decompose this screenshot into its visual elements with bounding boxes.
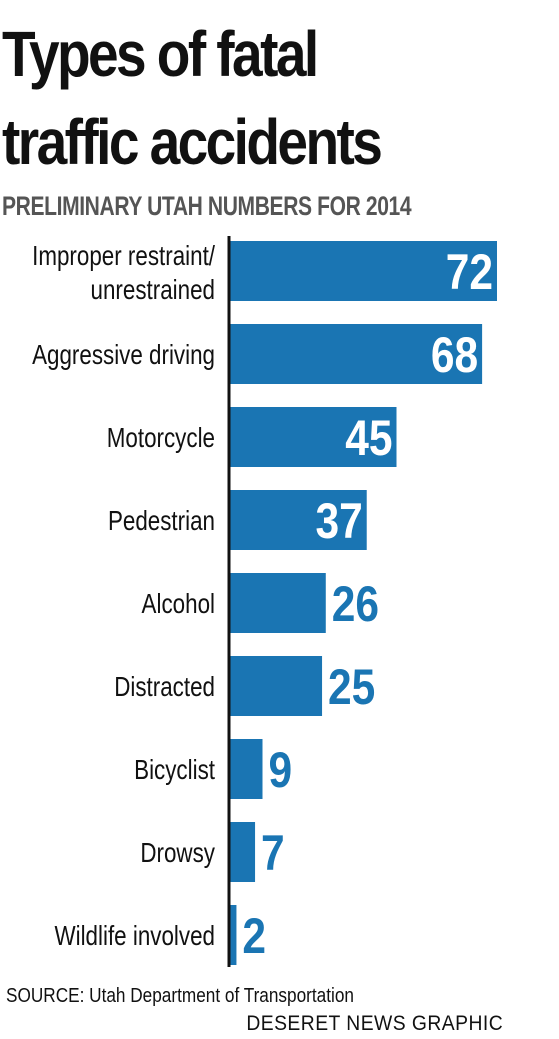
bar-2 bbox=[229, 407, 397, 467]
category-label-8: Wildlife involved bbox=[54, 921, 215, 952]
bar-6 bbox=[229, 739, 263, 799]
bar-5 bbox=[229, 656, 323, 716]
bar-chart: Improper restraint/unrestrained 72Aggress… bbox=[32, 236, 497, 967]
category-label-7: Drowsy bbox=[140, 838, 215, 869]
chart-title-line-2: traffic accidents bbox=[2, 106, 383, 178]
bar-4 bbox=[229, 573, 326, 633]
category-label-4: Alcohol bbox=[142, 589, 215, 620]
chart-title-line-1: Types of fatal bbox=[2, 18, 319, 90]
value-label-6: 9 bbox=[269, 742, 293, 798]
category-label-2: Motorcycle bbox=[107, 423, 215, 454]
graphic-credit: DESERET NEWS GRAPHIC bbox=[246, 1012, 503, 1035]
value-label-1: 68 bbox=[431, 327, 478, 383]
chart-title: Types of fatal traffic accidents bbox=[2, 10, 475, 186]
bar-8 bbox=[229, 905, 237, 965]
category-label-1: Aggressive driving bbox=[32, 340, 215, 371]
value-label-2: 45 bbox=[345, 410, 392, 466]
value-label-0: 72 bbox=[446, 244, 493, 300]
bar-1 bbox=[229, 324, 483, 384]
chart-subtitle: PRELIMINARY UTAH NUMBERS FOR 2014 bbox=[2, 191, 412, 221]
bar-7 bbox=[229, 822, 256, 882]
category-label-6: Bicyclist bbox=[134, 755, 215, 786]
bar-0 bbox=[229, 241, 497, 301]
value-label-3: 37 bbox=[315, 493, 362, 549]
source-note: SOURCE: Utah Department of Transportatio… bbox=[6, 985, 354, 1007]
value-label-7: 7 bbox=[261, 825, 285, 881]
category-label-5: Distracted bbox=[114, 672, 215, 703]
value-label-8: 2 bbox=[242, 908, 266, 964]
bar-3 bbox=[229, 490, 367, 550]
category-label-0: Improper restraint/unrestrained bbox=[32, 241, 216, 306]
value-label-5: 25 bbox=[328, 659, 375, 715]
value-label-4: 26 bbox=[332, 576, 379, 632]
category-label-3: Pedestrian bbox=[108, 506, 215, 537]
